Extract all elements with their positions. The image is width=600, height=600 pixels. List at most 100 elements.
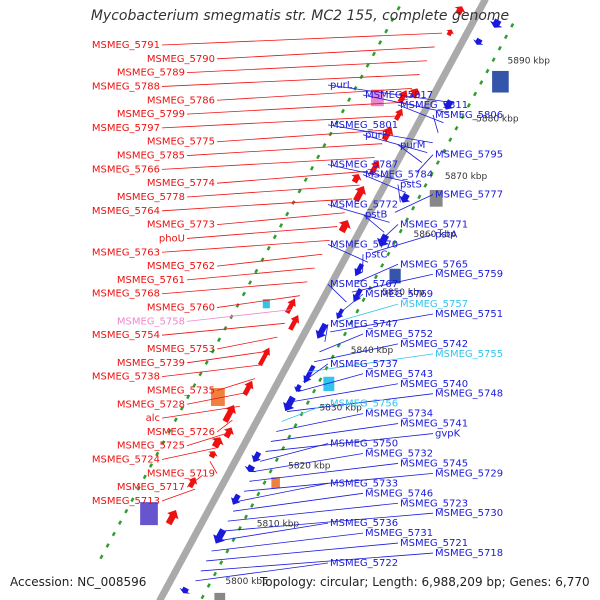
label-leader-line bbox=[303, 363, 329, 383]
label-leader-line bbox=[416, 154, 434, 173]
tick-mark bbox=[155, 451, 160, 457]
tick-mark bbox=[248, 280, 253, 285]
reverse-gene-arrow bbox=[354, 263, 364, 277]
tick-mark bbox=[206, 583, 211, 588]
feature-box bbox=[140, 502, 158, 526]
gene-label: MSMEG_5745 bbox=[400, 458, 468, 469]
gene-label: MSMEG_5738 bbox=[92, 372, 160, 383]
tick-mark bbox=[472, 91, 478, 97]
label-leader-line bbox=[362, 134, 428, 154]
gene-label: MSMEG_5719 bbox=[147, 468, 215, 479]
tick-mark bbox=[179, 405, 184, 411]
gene-label: MSMEG_5725 bbox=[117, 441, 185, 452]
tick-mark bbox=[378, 40, 383, 45]
forward-gene-arrow bbox=[351, 174, 362, 184]
tick-mark bbox=[365, 63, 370, 68]
label-leader-line bbox=[186, 433, 226, 447]
gene-label: MSMEG_5713 bbox=[92, 496, 160, 507]
gene-label: MSMEG_5791 bbox=[92, 40, 160, 51]
label-leader-line bbox=[233, 492, 364, 512]
label-leader-line bbox=[216, 253, 323, 267]
tick-mark bbox=[353, 85, 358, 91]
forward-gene-arrow bbox=[368, 160, 380, 176]
gene-label: MSMEG_5752 bbox=[365, 329, 433, 340]
label-leader-line bbox=[265, 433, 434, 452]
gene-label: purF bbox=[365, 130, 388, 141]
feature-box bbox=[214, 592, 226, 600]
tick-mark bbox=[287, 434, 292, 440]
label-leader-line bbox=[324, 323, 329, 342]
gene-label: MSMEG_5787 bbox=[330, 160, 398, 171]
tick-mark bbox=[359, 74, 364, 80]
feature-box bbox=[271, 477, 280, 489]
forward-gene-arrow bbox=[222, 405, 236, 423]
label-leader-line bbox=[327, 84, 455, 104]
label-leader-line bbox=[161, 115, 398, 129]
label-leader-line bbox=[327, 243, 369, 263]
gene-label: MSMEG_5733 bbox=[330, 478, 398, 489]
label-leader-line bbox=[161, 364, 263, 378]
tick-mark bbox=[219, 560, 224, 565]
label-leader-line bbox=[373, 233, 434, 253]
tick-mark bbox=[274, 457, 279, 463]
label-leader-line bbox=[161, 488, 196, 502]
gene-label: MSMEG_5778 bbox=[117, 192, 185, 203]
forward-gene-arrow bbox=[211, 437, 224, 449]
label-leader-line bbox=[161, 239, 330, 253]
tick-mark bbox=[479, 80, 484, 85]
gene-label: MSMEG_5797 bbox=[92, 123, 160, 134]
tick-mark bbox=[167, 428, 172, 434]
gene-label: MSMEG_5795 bbox=[435, 150, 503, 161]
scale-label: 5870 kbp bbox=[445, 172, 488, 182]
tick-mark bbox=[285, 211, 290, 217]
tick-mark bbox=[340, 108, 345, 114]
label-leader-line bbox=[186, 474, 203, 488]
tick-mark bbox=[241, 291, 246, 297]
scale-label: 5820 kbp bbox=[288, 461, 331, 471]
label-leader-line bbox=[216, 378, 256, 391]
gene-label: MSMEG_5759 bbox=[435, 269, 503, 280]
label-leader-line bbox=[362, 94, 449, 114]
reverse-gene-arrow bbox=[336, 308, 345, 320]
label-leader-line bbox=[319, 333, 364, 353]
label-leader-line bbox=[340, 293, 364, 313]
label-leader-line bbox=[161, 198, 353, 212]
tick-mark bbox=[371, 51, 376, 57]
tick-mark bbox=[312, 388, 317, 394]
forward-gene-arrow bbox=[397, 90, 408, 104]
feature-box bbox=[429, 189, 443, 207]
tick-mark bbox=[161, 440, 166, 445]
reverse-gene-arrow bbox=[315, 322, 328, 339]
gene-label: MSMEG_5811 bbox=[400, 100, 468, 111]
forward-gene-arrow bbox=[208, 451, 218, 459]
label-leader-line bbox=[216, 46, 435, 60]
tick-mark bbox=[485, 68, 490, 74]
tick-mark bbox=[429, 171, 434, 177]
label-leader-line bbox=[161, 32, 443, 46]
tick-mark bbox=[305, 400, 310, 405]
label-leader-line bbox=[186, 143, 383, 156]
reverse-gene-arrow bbox=[251, 451, 262, 463]
gene-label: MSMEG_5718 bbox=[435, 548, 503, 559]
label-leader-line bbox=[327, 283, 347, 303]
forward-gene-arrow bbox=[223, 427, 234, 439]
label-leader-line bbox=[397, 104, 444, 124]
gene-label: MSMEG_5771 bbox=[400, 219, 468, 230]
gene-label: MSMEG_5766 bbox=[92, 164, 160, 175]
label-leader-line bbox=[397, 184, 401, 203]
gene-label: MSMEG_5747 bbox=[330, 319, 398, 330]
label-leader-line bbox=[327, 124, 433, 144]
label-leader-line bbox=[209, 461, 218, 474]
reverse-gene-arrow bbox=[231, 493, 241, 505]
tick-mark bbox=[380, 263, 385, 268]
gene-label: MSMEG_5751 bbox=[435, 309, 503, 320]
label-leader-line bbox=[216, 129, 390, 143]
forward-gene-arrow bbox=[454, 6, 466, 16]
tick-mark bbox=[423, 183, 428, 188]
label-leader-line bbox=[195, 562, 329, 582]
tick-mark bbox=[250, 503, 255, 508]
label-leader-line bbox=[254, 453, 364, 472]
tick-mark bbox=[204, 360, 209, 365]
label-leader-line bbox=[276, 413, 364, 432]
